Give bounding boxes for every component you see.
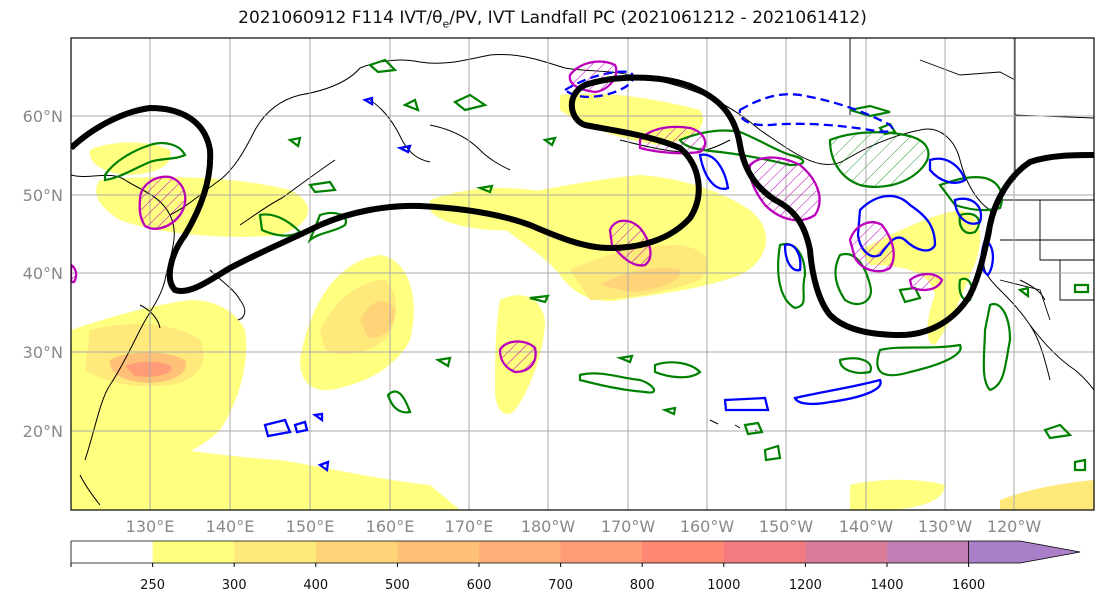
colorbar-tick-label: 500 <box>385 578 410 593</box>
lon-label: 130°W <box>918 517 973 536</box>
ivt-landfall-contour <box>71 74 1094 339</box>
colorbar-segment <box>479 541 562 563</box>
colorbar-segment <box>71 541 154 563</box>
lon-label: 180°W <box>521 517 576 536</box>
lon-label: 160°E <box>366 517 415 536</box>
colorbar-segment <box>560 541 643 563</box>
pv-contours <box>263 96 995 473</box>
colorbar-tick-label: 1600 <box>952 578 985 593</box>
lat-label: 20°N <box>23 422 63 441</box>
colorbar-tick-label: 600 <box>467 578 492 593</box>
lat-label: 50°N <box>23 186 63 205</box>
colorbar-tick-label: 1200 <box>789 578 822 593</box>
lon-label: 140°E <box>206 517 255 536</box>
longitude-labels: 130°E 140°E 150°E 160°E 170°E 180°W 170°… <box>126 517 1042 536</box>
colorbar-tick-label: 300 <box>222 578 247 593</box>
colorbar-segment <box>234 541 317 563</box>
map-area <box>71 38 1094 510</box>
colorbar-tick-label: 700 <box>548 578 573 593</box>
colorbar-segment <box>152 541 235 563</box>
colorbar-segment <box>315 541 398 563</box>
colorbar-tick-label: 1000 <box>707 578 740 593</box>
colorbar-frame <box>70 540 969 564</box>
lon-label: 150°E <box>286 517 335 536</box>
colorbar-segment <box>968 540 1081 564</box>
lon-label: 130°E <box>126 517 175 536</box>
lat-label: 60°N <box>23 107 63 126</box>
latitude-labels: 60°N 50°N 40°N 30°N 20°N <box>23 107 63 441</box>
pv-hatched-regions <box>71 60 944 374</box>
lon-label: 170°E <box>445 517 494 536</box>
map-title: 2021060912 F114 IVT/θe/PV, IVT Landfall … <box>238 8 867 31</box>
colorbar-segment <box>805 541 888 563</box>
lat-label: 40°N <box>23 264 63 283</box>
colorbar-tick-label: 400 <box>303 578 328 593</box>
colorbar-tick-label: 800 <box>630 578 655 593</box>
lon-label: 150°W <box>759 517 814 536</box>
map-frame <box>70 37 1095 511</box>
colorbar: 250 300 400 500 600 700 800 1000 1200 1400 1600 <box>70 540 1081 593</box>
lon-label: 160°W <box>680 517 735 536</box>
gridlines <box>71 38 1094 510</box>
lon-label: 170°W <box>601 517 656 536</box>
colorbar-tick-label: 250 <box>140 578 165 593</box>
lon-label: 140°W <box>839 517 894 536</box>
colorbar-segment <box>642 541 725 563</box>
colorbar-segment <box>397 541 480 563</box>
lat-label: 30°N <box>23 343 63 362</box>
lon-label: 120°W <box>987 517 1042 536</box>
colorbar-tick-label: 1400 <box>870 578 903 593</box>
colorbar-segment <box>723 541 806 563</box>
colorbar-segment <box>887 541 970 563</box>
